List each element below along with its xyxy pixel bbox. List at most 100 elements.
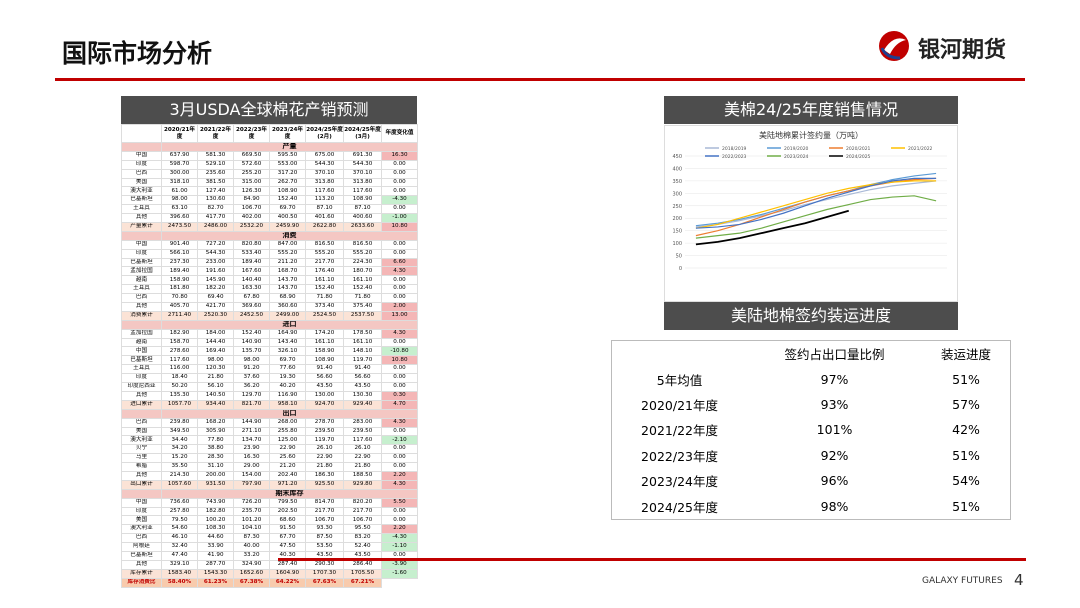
cell: 1057.60	[161, 479, 198, 490]
cell: 0.30	[381, 390, 418, 401]
cell: 675.00	[305, 150, 344, 161]
data-row: 马里 15.20 28.30 16.30 25.60 22.90 22.90 0.00	[121, 453, 418, 464]
data-row: 中国 278.60 169.40 135.70 326.10 158.90 148.10 -1…	[121, 346, 418, 357]
cell: 1057.70	[161, 399, 198, 410]
cell: 98.00	[161, 195, 198, 206]
cell: 2622.80	[305, 222, 344, 232]
data-row: 中国 736.60 743.90 726.20 799.50 814.70 820.20 5.…	[121, 497, 418, 508]
header-rule	[55, 78, 1025, 81]
cell: 278.70	[305, 417, 344, 428]
cell: 821.70	[233, 399, 270, 410]
cell: 91.40	[343, 364, 382, 375]
cell: 92%	[820, 447, 849, 463]
legend-label: 2019/2020	[784, 146, 809, 152]
data-row: 印度 18.40 21.80 37.60 19.30 56.60 56.60 0.00	[121, 373, 418, 384]
cell: 257.80	[161, 506, 198, 517]
cell: 402.00	[233, 213, 270, 224]
cell: 117.60	[305, 186, 344, 197]
line	[695, 180, 937, 229]
cell: 0.00	[381, 373, 418, 384]
cell: 369.60	[233, 302, 270, 312]
cell: 1583.40	[161, 568, 198, 579]
cell: 印度	[121, 373, 162, 384]
cell: 产量累计	[121, 222, 162, 232]
cell: 2524.50	[305, 310, 344, 321]
cell: 67.80	[233, 293, 270, 304]
cell: 553.00	[269, 159, 306, 170]
data-row: 巴西 239.80 168.20 144.90 268.00 278.70 283.00 4.…	[121, 417, 418, 428]
cell: 0.00	[381, 248, 418, 259]
data-row: 2023/24年度 96% 54%	[612, 468, 1011, 493]
cell: 16.30	[381, 150, 418, 161]
cell: 中国	[121, 497, 162, 508]
cell: 421.70	[197, 302, 234, 312]
cell: 0.00	[381, 186, 418, 197]
cell: 108.90	[269, 186, 306, 197]
cell: 98.00	[197, 355, 234, 366]
cell: 120.30	[197, 364, 234, 375]
cell: 43.50	[343, 382, 382, 392]
cell: 68.60	[269, 515, 306, 526]
cell: 33.90	[197, 542, 234, 552]
cell: 360.60	[269, 302, 306, 312]
cell: 2452.50	[233, 310, 270, 321]
cell: 54%	[952, 473, 980, 489]
blank	[121, 488, 162, 499]
cell: 35.50	[161, 462, 198, 472]
cell: 0.00	[381, 168, 418, 179]
cell: 31.10	[197, 462, 234, 472]
cell: 印度尼西亚	[121, 382, 162, 392]
logo-text: 银河期货	[918, 38, 1007, 63]
cell: 533.40	[233, 248, 270, 259]
cell: 143.40	[269, 337, 306, 348]
data-row: 印度尼西亚 50.20 56.10 36.20 40.20 43.50 43.50 0.00	[121, 382, 418, 392]
cell: -1.60	[381, 568, 418, 579]
cell: 305.90	[197, 426, 234, 437]
cell: 108.90	[343, 195, 382, 206]
cell: 117.60	[161, 355, 198, 366]
cell: 47.50	[269, 542, 306, 552]
data-row: 2024/25年度 98% 51%	[612, 493, 1011, 519]
data-row: 巴基斯坦 117.60 98.00 98.00 69.70 108.90 119.70 10.…	[121, 355, 418, 366]
cell: 孟加拉国	[121, 266, 162, 277]
cell: 0.00	[381, 426, 418, 437]
cell: 217.70	[305, 257, 344, 268]
y-tick-label: 150	[672, 229, 682, 235]
data-row: 巴西 46.10 44.60 87.30 67.70 87.50 83.20 -4.30	[121, 533, 418, 544]
cell: 929.80	[343, 479, 382, 490]
cell: 0.00	[381, 364, 418, 375]
cell: 26.10	[305, 444, 344, 455]
cell: 108.30	[197, 524, 234, 535]
cell: 77.60	[269, 364, 306, 375]
cell: 15.20	[161, 453, 198, 464]
cell: 1604.90	[269, 568, 306, 579]
cell: 271.10	[233, 426, 270, 437]
cell: 326.10	[269, 346, 306, 357]
cell: 820.20	[343, 497, 382, 508]
data-row: 澳大利亚 54.60 108.30 104.10 91.50 93.30 95.50 2.20	[121, 524, 418, 535]
cell: 370.10	[305, 168, 344, 179]
data-row: 2021/22年度 101% 42%	[612, 417, 1011, 442]
cell: 54.60	[161, 524, 198, 535]
cell: 土耳其	[121, 204, 162, 215]
cell: 美国	[121, 515, 162, 526]
cell: 168.70	[269, 266, 306, 277]
cell: 印度	[121, 506, 162, 517]
section-name: 出口	[161, 408, 418, 419]
cell: 106.70	[305, 515, 344, 526]
cell: 4.30	[381, 479, 418, 490]
data-row: 澳大利亚 34.40 77.80 134.70 125.00 119.70 117.60 -2…	[121, 435, 418, 446]
cell: 2499.00	[269, 310, 306, 321]
cell: 211.20	[269, 257, 306, 268]
cell: 669.50	[233, 150, 270, 161]
cell: 375.40	[343, 302, 382, 312]
section-name: 产量	[161, 142, 418, 152]
cell: 544.30	[197, 248, 234, 259]
cell: 144.40	[197, 337, 234, 348]
section-row: 期末库存	[121, 488, 418, 499]
cell: 28.30	[197, 453, 234, 464]
cell: 84.90	[233, 195, 270, 206]
cell: 101.20	[233, 515, 270, 526]
cell: 71.80	[305, 293, 344, 304]
cell: 566.10	[161, 248, 198, 259]
